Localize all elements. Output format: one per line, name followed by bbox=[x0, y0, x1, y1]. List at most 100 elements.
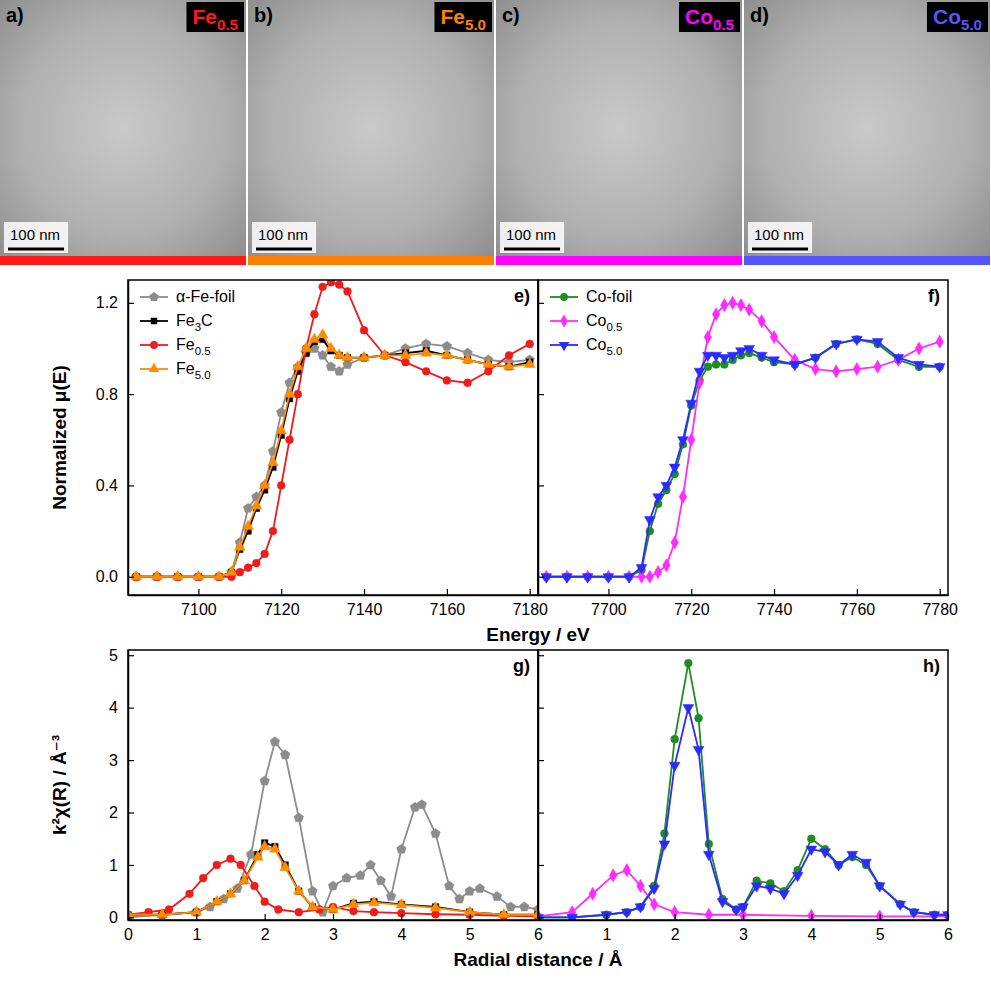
marker bbox=[874, 360, 882, 373]
series-line bbox=[546, 339, 939, 576]
tick: 3 bbox=[329, 914, 338, 943]
tick: 7720 bbox=[674, 589, 710, 618]
tick: 7120 bbox=[264, 589, 300, 618]
marker bbox=[444, 881, 454, 890]
tick-mark bbox=[538, 394, 544, 395]
tick-mark bbox=[538, 760, 544, 761]
scale-bar-box bbox=[4, 222, 68, 253]
plot-frame bbox=[128, 650, 538, 920]
tick-mark bbox=[447, 589, 448, 595]
panel-letter: f) bbox=[928, 286, 940, 306]
tick: 3 bbox=[739, 914, 748, 943]
marker bbox=[261, 550, 269, 558]
tick: 0 bbox=[124, 914, 133, 943]
tick: 6 bbox=[944, 914, 953, 943]
tick-mark bbox=[948, 914, 949, 920]
marker bbox=[301, 342, 312, 351]
marker bbox=[861, 859, 872, 868]
image-label: Co5.0 bbox=[933, 5, 982, 33]
marker bbox=[251, 500, 262, 509]
tick: 2 bbox=[671, 914, 680, 943]
tick-mark bbox=[538, 917, 544, 918]
tick bbox=[538, 917, 544, 918]
tick: 7140 bbox=[347, 589, 383, 618]
tick-label: 3 bbox=[739, 926, 748, 943]
tick-label: 5 bbox=[109, 647, 118, 664]
tick-mark bbox=[333, 914, 334, 920]
marker bbox=[369, 896, 380, 905]
y-axis: 0.00.40.81.2 bbox=[96, 281, 134, 596]
marker bbox=[736, 348, 747, 357]
marker bbox=[807, 835, 815, 843]
tick: 1 bbox=[109, 857, 134, 874]
series-line bbox=[136, 344, 529, 577]
x-axis: 71007120714071607180 bbox=[129, 589, 549, 618]
marker bbox=[370, 908, 378, 916]
marker bbox=[636, 565, 647, 574]
plot-area bbox=[538, 659, 948, 920]
marker bbox=[442, 349, 453, 358]
tick-mark bbox=[128, 485, 134, 486]
marker bbox=[252, 559, 260, 567]
marker bbox=[737, 299, 745, 312]
tick-mark bbox=[606, 914, 607, 920]
marker bbox=[684, 659, 692, 667]
legend-item: Co-foil bbox=[550, 288, 632, 305]
marker bbox=[286, 436, 294, 444]
marker bbox=[131, 571, 142, 580]
marker bbox=[252, 851, 263, 860]
marker bbox=[663, 559, 671, 572]
marker bbox=[328, 881, 338, 890]
tick: 7180 bbox=[512, 589, 548, 618]
marker bbox=[292, 361, 303, 370]
image-label: Fe0.5 bbox=[192, 5, 238, 33]
tick-mark bbox=[538, 303, 544, 304]
marker bbox=[808, 909, 816, 920]
marker bbox=[650, 898, 658, 911]
panel-letter: d) bbox=[750, 4, 769, 26]
marker bbox=[661, 482, 672, 491]
tick-mark bbox=[128, 917, 134, 918]
color-bar bbox=[248, 256, 494, 265]
legend-item: Fe0.5 bbox=[140, 336, 211, 357]
marker bbox=[683, 705, 694, 714]
marker bbox=[745, 303, 753, 316]
tick-mark bbox=[530, 589, 531, 595]
tick: 5 bbox=[876, 914, 885, 943]
tick-label: 2 bbox=[109, 804, 118, 821]
image-panel: d)Co5.0100 nm bbox=[744, 0, 990, 265]
panel-letter: h) bbox=[923, 656, 940, 676]
plot-area bbox=[541, 296, 945, 583]
marker bbox=[687, 433, 695, 446]
marker bbox=[475, 884, 485, 893]
marker bbox=[334, 366, 344, 375]
tick: 7740 bbox=[757, 589, 793, 618]
scale-bar-box bbox=[500, 222, 564, 253]
marker bbox=[693, 747, 704, 756]
panel-letter: g) bbox=[513, 656, 530, 676]
marker bbox=[360, 326, 368, 334]
tick: 0.0 bbox=[96, 568, 134, 585]
marker bbox=[915, 342, 923, 355]
marker bbox=[366, 860, 376, 869]
tick: 1 bbox=[192, 914, 201, 943]
tick-label: 0 bbox=[124, 926, 133, 943]
marker bbox=[694, 368, 705, 377]
series-line bbox=[128, 843, 538, 915]
marker bbox=[328, 903, 339, 912]
legend-marker bbox=[560, 314, 568, 327]
marker bbox=[234, 541, 245, 550]
marker bbox=[876, 910, 884, 920]
marker bbox=[498, 909, 509, 918]
marker bbox=[601, 912, 612, 920]
tick: 3 bbox=[109, 752, 134, 769]
legend-marker bbox=[149, 292, 159, 301]
marker bbox=[397, 844, 407, 853]
tick: 7160 bbox=[430, 589, 466, 618]
scale-bar bbox=[8, 248, 64, 251]
tick-mark bbox=[128, 655, 134, 656]
marker bbox=[751, 883, 762, 892]
marker bbox=[704, 363, 712, 371]
marker bbox=[214, 571, 225, 580]
marker bbox=[284, 388, 295, 397]
